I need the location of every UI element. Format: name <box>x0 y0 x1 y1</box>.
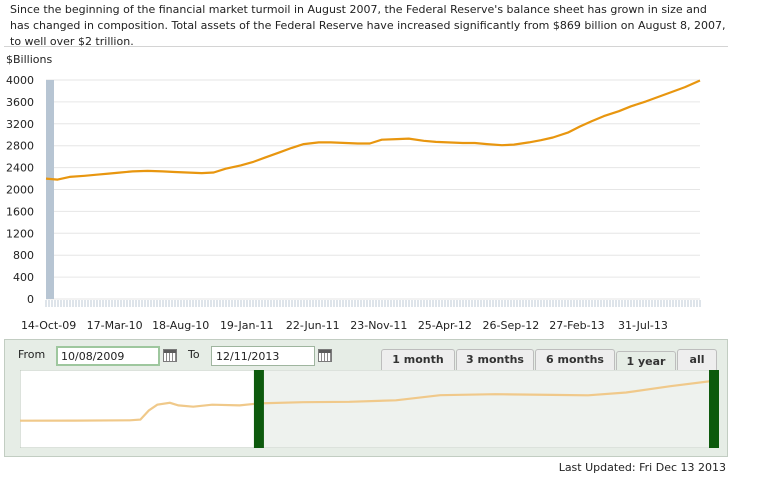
y-tick-label: 2000 <box>6 184 34 197</box>
from-label: From <box>18 348 46 361</box>
calendar-icon[interactable] <box>163 349 177 362</box>
tab-3-months[interactable]: 3 months <box>456 349 534 370</box>
y-tick-label: 1600 <box>6 205 34 218</box>
y-tick-label: 4000 <box>6 74 34 87</box>
x-tick-label: 22-Jun-11 <box>286 319 340 332</box>
tab-all[interactable]: all <box>677 349 717 370</box>
navigator-right-handle[interactable] <box>709 370 719 448</box>
to-date-input[interactable] <box>211 346 315 366</box>
x-tick-label: 26-Sep-12 <box>483 319 540 332</box>
x-tick-label: 18-Aug-10 <box>152 319 209 332</box>
main-chart[interactable]: $Billions 0 400 800 1200 1600 2000 2400 2800 320… <box>0 50 740 340</box>
x-tick-label: 17-Mar-10 <box>87 319 143 332</box>
x-tick-label: 25-Apr-12 <box>418 319 472 332</box>
from-date-input[interactable] <box>56 346 160 366</box>
y-tick-label: 2800 <box>6 140 34 153</box>
navigator-selected-range[interactable] <box>258 371 719 447</box>
calendar-icon[interactable] <box>318 349 332 362</box>
y-tick-label: 2400 <box>6 162 34 175</box>
divider <box>4 46 728 47</box>
range-controls: From To 1 month 3 months 6 months 1 year… <box>4 339 728 457</box>
y-tick-label: 800 <box>13 249 34 262</box>
x-tick-label: 31-Jul-13 <box>618 319 668 332</box>
y-tick-label: 0 <box>27 293 34 306</box>
series-line[interactable] <box>45 79 701 181</box>
y-tick-label: 1200 <box>6 227 34 240</box>
x-tick-label: 19-Jan-11 <box>220 319 274 332</box>
range-start-bar <box>46 80 54 299</box>
navigator-line <box>20 379 719 422</box>
x-tick-label: 27-Feb-13 <box>549 319 604 332</box>
y-tick-label: 3600 <box>6 96 34 109</box>
tab-1-month[interactable]: 1 month <box>381 349 455 370</box>
navigator-chart[interactable] <box>20 370 719 448</box>
navigator-left-handle[interactable] <box>253 370 264 448</box>
y-tick-label: 3200 <box>6 118 34 131</box>
intro-text: Since the beginning of the financial mar… <box>10 3 726 48</box>
y-tick-label: 400 <box>13 271 34 284</box>
x-tick-label: 14-Oct-09 <box>21 319 76 332</box>
to-label: To <box>188 348 200 361</box>
x-tick-label: 23-Nov-11 <box>350 319 407 332</box>
tab-6-months[interactable]: 6 months <box>535 349 615 370</box>
y-axis-label: $Billions <box>6 53 52 66</box>
tab-1-year[interactable]: 1 year <box>616 351 676 372</box>
last-updated: Last Updated: Fri Dec 13 2013 <box>558 461 726 474</box>
